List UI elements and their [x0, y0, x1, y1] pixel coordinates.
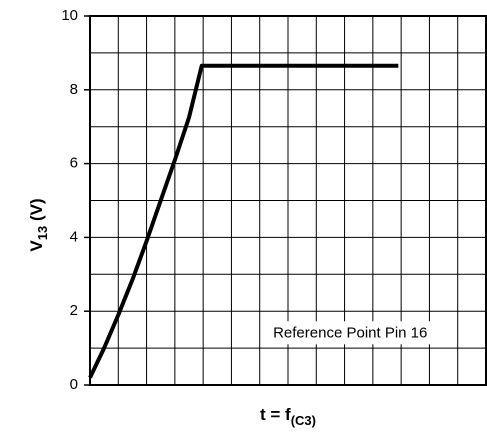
y-axis-title: V13 (V)	[27, 198, 50, 251]
y-tick-label: 0	[70, 376, 78, 393]
annotation-background	[268, 321, 433, 345]
x-axis-title-main: t = f	[260, 405, 291, 424]
plot-frame	[89, 15, 487, 386]
y-tick-label: 6	[70, 155, 78, 172]
y-tick-label: 10	[61, 7, 78, 24]
y-tick-label: 8	[70, 81, 78, 98]
y-axis-title-subscript: 13	[35, 226, 50, 240]
y-tick-labels: 0 2 4 6 8 10	[61, 7, 90, 393]
series-line	[88, 63, 399, 379]
y-axis-title-unit: (V)	[27, 198, 46, 225]
y-axis-title-main: V	[27, 240, 46, 252]
y-tick-label: 4	[70, 228, 78, 245]
grid	[90, 16, 486, 385]
x-axis-title-subscript: (C3)	[291, 413, 316, 428]
x-axis-title: t = f(C3)	[260, 405, 316, 428]
annotation-label: Reference Point Pin 16	[273, 324, 427, 341]
y-tick-label: 2	[70, 302, 78, 319]
